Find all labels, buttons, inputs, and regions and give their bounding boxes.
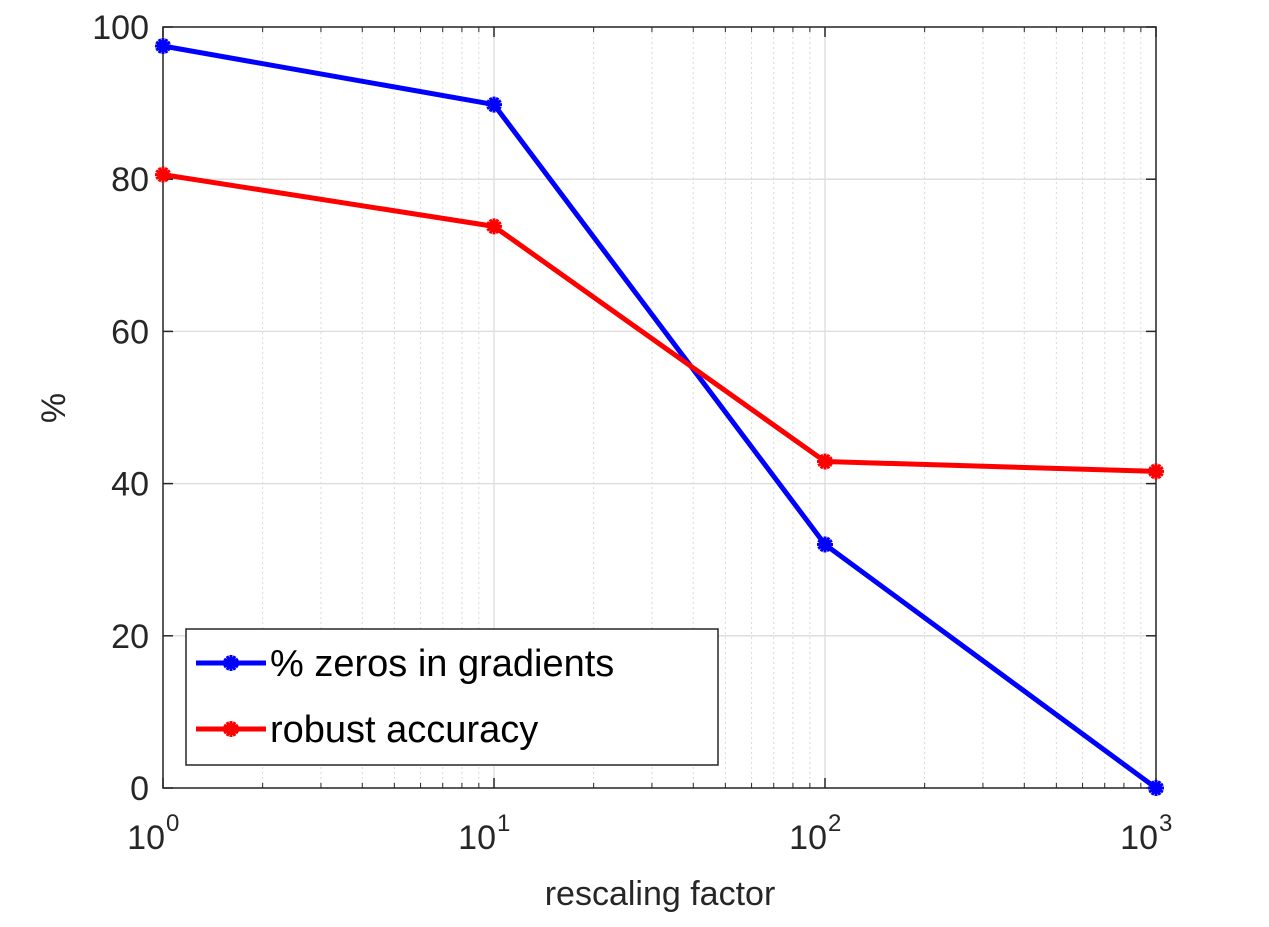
marker-center <box>158 41 168 51</box>
series-line <box>162 172 1157 474</box>
data-point <box>155 38 171 55</box>
legend-item: % zeros in gradients <box>196 643 614 685</box>
series-line <box>162 43 1158 791</box>
marker-center <box>489 221 499 231</box>
x-tick-exponent: 3 <box>1159 810 1172 837</box>
y-tick-label: 0 <box>130 770 149 808</box>
x-tick-label: 10 0 <box>127 810 179 857</box>
data-point <box>817 536 833 553</box>
legend-label: % zeros in gradients <box>270 643 614 685</box>
x-tick-base: 10 <box>127 819 165 857</box>
marker-center <box>820 539 830 549</box>
series-0 <box>155 38 1164 796</box>
x-tick-base: 10 <box>458 819 496 857</box>
legend-box <box>185 628 719 766</box>
series-1 <box>155 166 1164 480</box>
grid <box>162 26 1157 789</box>
legend-marker <box>223 655 239 671</box>
y-tick-label: 20 <box>111 618 149 656</box>
data-point <box>155 166 171 183</box>
x-axis-label: rescaling factor <box>545 875 776 913</box>
marker-center <box>226 724 236 734</box>
x-tick-base: 10 <box>789 819 827 857</box>
data-point <box>486 218 502 235</box>
x-tick-exponent: 2 <box>828 810 841 837</box>
marker-center <box>1151 783 1161 793</box>
series-layer <box>155 38 1164 796</box>
x-tick-label: 10 1 <box>458 810 510 857</box>
data-point <box>486 96 502 113</box>
marker-center <box>1151 466 1161 476</box>
x-tick-label: 10 2 <box>789 810 841 857</box>
y-tick-label: 40 <box>111 466 149 504</box>
marker-center <box>489 100 499 110</box>
x-tick-exponent: 1 <box>497 810 510 837</box>
y-axis-label: % <box>35 393 73 423</box>
legend: % zeros in gradients robust accuracy <box>185 628 719 766</box>
data-point <box>817 453 833 470</box>
data-point <box>1148 780 1164 796</box>
marker-center <box>820 457 830 467</box>
y-tick-label: 80 <box>111 161 149 199</box>
marker-center <box>158 170 168 180</box>
legend-marker <box>223 721 239 737</box>
y-tick-label: 100 <box>92 9 149 47</box>
x-tick-label: 10 3 <box>1120 810 1172 857</box>
axes-box <box>162 26 1157 789</box>
marker-center <box>226 658 236 668</box>
legend-item: robust accuracy <box>196 709 538 751</box>
x-tick-base: 10 <box>1120 819 1158 857</box>
data-point <box>1148 463 1164 480</box>
legend-label: robust accuracy <box>270 709 538 751</box>
y-tick-label: 60 <box>111 313 149 351</box>
x-tick-exponent: 0 <box>166 810 179 837</box>
